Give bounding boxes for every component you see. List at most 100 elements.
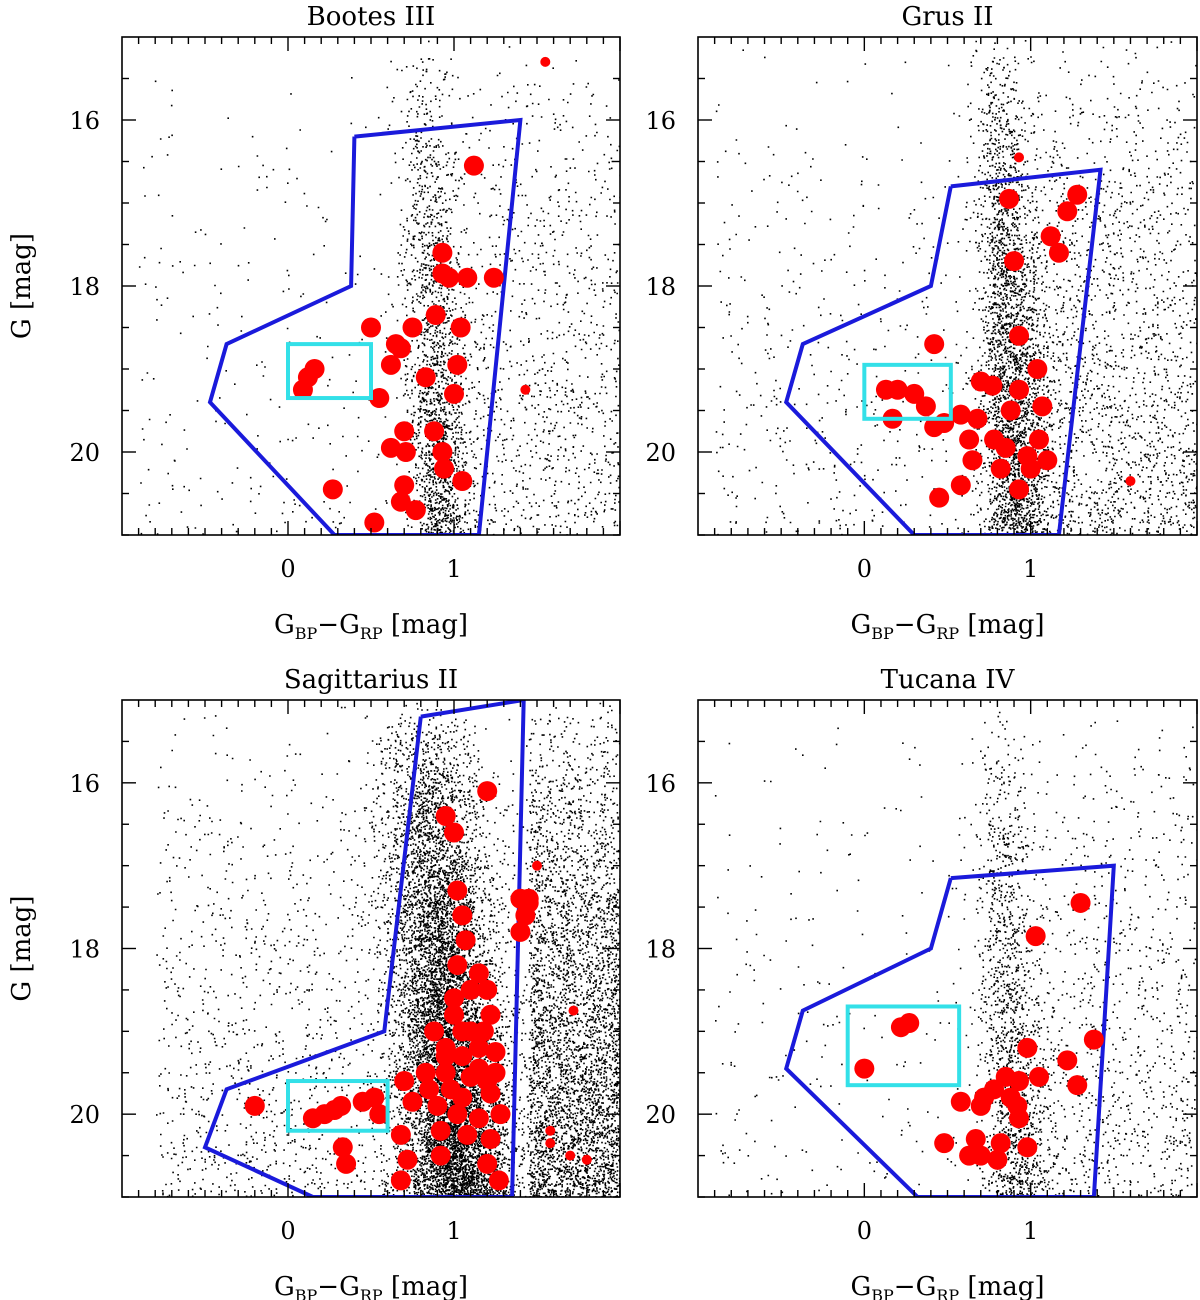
member-star [361, 317, 381, 338]
field-star-dots [138, 40, 620, 535]
selection-polygon [207, 117, 523, 535]
member-star [460, 1021, 481, 1042]
member-star [1009, 479, 1030, 500]
member-star [950, 404, 971, 425]
member-star [434, 458, 455, 479]
member-star [1032, 396, 1053, 417]
y-tick-label: 18 [645, 273, 676, 301]
member-star [990, 458, 1011, 479]
member-star [999, 188, 1020, 209]
member-star [447, 1104, 468, 1125]
plot-frame [697, 699, 1198, 1198]
member-star [477, 1153, 498, 1174]
member-star [485, 1062, 506, 1083]
member-star [336, 1153, 357, 1174]
panel-title: Tucana IV [881, 665, 1016, 695]
selection-polygon [202, 700, 526, 1197]
member-star [390, 338, 411, 359]
member-star [477, 781, 498, 802]
member-star [1028, 429, 1049, 450]
selection-polygon [783, 167, 1103, 535]
member-star [490, 1104, 511, 1125]
member-star [394, 421, 415, 442]
member-star [352, 1091, 373, 1112]
x-tick-label: 0 [280, 555, 295, 583]
member-star [427, 1095, 448, 1116]
plot-frame [697, 36, 1198, 536]
member-star [415, 367, 436, 388]
member-star [395, 442, 416, 462]
member-star [425, 305, 446, 326]
member-star [1040, 226, 1061, 247]
y-tick-label: 18 [645, 936, 676, 964]
member-star [483, 267, 504, 288]
x-tick-label: 1 [446, 555, 461, 583]
member-star [452, 1046, 473, 1067]
panel-title: Grus II [901, 2, 993, 32]
member-star [480, 1083, 501, 1104]
y-tick-label: 20 [645, 439, 676, 467]
member-star [962, 450, 983, 471]
member-star [924, 417, 945, 438]
y-tick-label: 16 [645, 770, 676, 798]
member-star [990, 1133, 1011, 1154]
member-star [987, 1149, 1008, 1170]
member-star [982, 375, 1003, 396]
outlier-star [520, 384, 531, 395]
member-star [447, 354, 468, 375]
member-star [435, 805, 456, 826]
member-star [959, 1145, 980, 1166]
member-star [424, 421, 445, 442]
member-star [1009, 379, 1030, 400]
member-star [1025, 926, 1046, 947]
member-star [292, 379, 313, 400]
member-star [1009, 1071, 1030, 1092]
member-star [402, 1091, 423, 1112]
y-axis-label: G [mag] [7, 233, 37, 339]
field-star-dots [715, 40, 1197, 535]
member-star [450, 317, 471, 338]
member-star [405, 500, 426, 521]
member-star [447, 955, 468, 976]
member-star [468, 963, 489, 984]
member-star [439, 267, 460, 288]
plot-frame [121, 36, 621, 536]
member-star [854, 1058, 875, 1079]
member-star [1000, 400, 1021, 421]
ticks [122, 37, 621, 536]
member-star [929, 487, 950, 508]
member-star [444, 1004, 464, 1025]
member-star [1009, 1108, 1030, 1129]
member-star [1017, 1037, 1038, 1058]
member-star [995, 437, 1016, 458]
member-stars [854, 892, 1104, 1170]
plot-frame [121, 699, 621, 1198]
member-star [369, 1104, 390, 1125]
member-star [444, 822, 464, 843]
member-stars [292, 56, 551, 533]
outlier-star [1014, 152, 1025, 163]
panel-grus-ii: 0 1 16 18 20 Grus II GBP−GRP [mag] [645, 2, 1198, 643]
field-stars [715, 40, 1197, 535]
member-star [970, 1095, 991, 1116]
panel-bootes-iii: 0 1 16 18 20 Bootes III GBP−GRP [mag] G [mag] [7, 2, 621, 643]
selection-polygon [783, 863, 1116, 1197]
x-axis-label: GBP−GRP [mag] [850, 610, 1044, 643]
y-tick-label: 20 [69, 1101, 100, 1129]
member-star [1067, 184, 1088, 205]
ticks [698, 700, 1198, 1198]
member-star [444, 383, 464, 404]
member-star [485, 1042, 506, 1063]
x-tick-label: 0 [857, 1217, 872, 1245]
member-star [397, 1149, 418, 1170]
x-tick-label: 1 [446, 1217, 461, 1245]
member-star [394, 475, 415, 496]
y-tick-label: 18 [69, 273, 100, 301]
member-star [432, 242, 453, 263]
member-star [1004, 251, 1025, 272]
field-stars [714, 701, 1197, 1197]
bhb-selection-box [862, 362, 953, 421]
member-star [452, 1087, 473, 1108]
member-star [967, 408, 988, 429]
member-star [322, 479, 343, 500]
